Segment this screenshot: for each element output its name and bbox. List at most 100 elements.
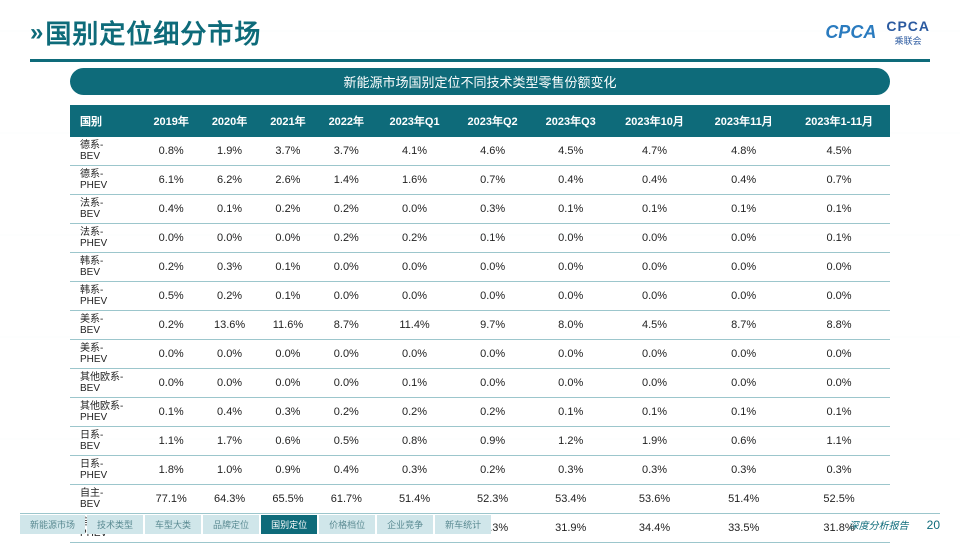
cell-value: 0.0% [454,369,532,398]
cell-value: 1.9% [200,137,258,166]
cell-value: 0.2% [454,398,532,427]
footer-tab[interactable]: 新车统计 [435,515,491,534]
report-label: 深度分析报告 [849,517,909,532]
cell-value: 0.0% [610,369,700,398]
cell-value: 0.1% [454,224,532,253]
cell-value: 4.6% [454,137,532,166]
row-label: 美系-PHEV [70,340,142,369]
footer-tab[interactable]: 企业竞争 [377,515,433,534]
cell-value: 0.0% [142,340,200,369]
logo-secondary-bottom: 乘联会 [886,34,930,47]
cell-value: 0.1% [610,195,700,224]
cell-value: 53.6% [610,485,700,514]
cell-value: 0.0% [376,195,454,224]
cell-value: 0.9% [259,456,317,485]
footer-tab[interactable]: 新能源市场 [20,515,85,534]
footer-tab[interactable]: 国别定位 [261,515,317,534]
cell-value: 0.4% [317,456,375,485]
cell-value: 0.1% [532,398,610,427]
col-header: 2023年11月 [699,105,788,137]
cell-value: 0.1% [259,253,317,282]
row-label: 韩系-PHEV [70,282,142,311]
cell-value: 0.1% [699,195,788,224]
row-label: 其他欧系-PHEV [70,398,142,427]
cell-value: 0.2% [317,398,375,427]
cell-value: 61.7% [317,485,375,514]
cell-value: 0.8% [142,137,200,166]
table-row: 其他欧系-PHEV0.1%0.4%0.3%0.2%0.2%0.2%0.1%0.1… [70,398,890,427]
table-row: 其他欧系-BEV0.0%0.0%0.0%0.0%0.1%0.0%0.0%0.0%… [70,369,890,398]
footer-tab[interactable]: 价格档位 [319,515,375,534]
cell-value: 0.1% [532,195,610,224]
title-wrap: » 国别定位细分市场 [30,14,261,51]
col-header: 2023年10月 [610,105,700,137]
row-label: 日系-PHEV [70,456,142,485]
cell-value: 0.4% [610,166,700,195]
cell-value: 0.1% [376,369,454,398]
chevron-icon: » [30,19,37,47]
cell-value: 0.3% [699,456,788,485]
title-underline [30,59,930,62]
cell-value: 9.7% [454,311,532,340]
cell-value: 53.4% [532,485,610,514]
cell-value: 0.0% [699,340,788,369]
cell-value: 1.6% [376,166,454,195]
cell-value: 1.7% [200,427,258,456]
logo-secondary: CPCA 乘联会 [886,18,930,47]
col-header: 2019年 [142,105,200,137]
cell-value: 0.2% [142,253,200,282]
cell-value: 0.1% [788,195,890,224]
cell-value: 0.2% [376,398,454,427]
col-header: 2021年 [259,105,317,137]
table-row: 德系-PHEV6.1%6.2%2.6%1.4%1.6%0.7%0.4%0.4%0… [70,166,890,195]
cell-value: 0.0% [610,340,700,369]
cell-value: 0.3% [610,456,700,485]
table-row: 日系-BEV1.1%1.7%0.6%0.5%0.8%0.9%1.2%1.9%0.… [70,427,890,456]
cell-value: 0.0% [317,340,375,369]
cell-value: 0.4% [142,195,200,224]
cell-value: 4.5% [788,137,890,166]
table-row: 日系-PHEV1.8%1.0%0.9%0.4%0.3%0.2%0.3%0.3%0… [70,456,890,485]
cell-value: 0.0% [259,224,317,253]
table-row: 法系-PHEV0.0%0.0%0.0%0.2%0.2%0.1%0.0%0.0%0… [70,224,890,253]
cell-value: 0.0% [610,282,700,311]
footer-tabs: 新能源市场技术类型车型大类品牌定位国别定位价格档位企业竞争新车统计 [20,515,491,534]
table-row: 美系-PHEV0.0%0.0%0.0%0.0%0.0%0.0%0.0%0.0%0… [70,340,890,369]
cell-value: 65.5% [259,485,317,514]
cell-value: 52.3% [454,485,532,514]
footer-tab[interactable]: 技术类型 [87,515,143,534]
row-label: 日系-BEV [70,427,142,456]
header: » 国别定位细分市场 CPCA CPCA 乘联会 [0,0,960,59]
cell-value: 0.0% [317,369,375,398]
cell-value: 0.0% [259,340,317,369]
footer-tab[interactable]: 品牌定位 [203,515,259,534]
cell-value: 0.5% [142,282,200,311]
cell-value: 0.0% [532,253,610,282]
cell-value: 0.1% [788,398,890,427]
col-header: 国别 [70,105,142,137]
cell-value: 0.0% [788,253,890,282]
cell-value: 2.6% [259,166,317,195]
cell-value: 0.0% [532,282,610,311]
cell-value: 0.0% [699,253,788,282]
logos: CPCA CPCA 乘联会 [825,18,930,47]
table-row: 法系-BEV0.4%0.1%0.2%0.2%0.0%0.3%0.1%0.1%0.… [70,195,890,224]
cell-value: 4.1% [376,137,454,166]
cell-value: 0.0% [200,369,258,398]
cell-value: 0.3% [532,456,610,485]
cell-value: 0.4% [699,166,788,195]
cell-value: 0.3% [376,456,454,485]
cell-value: 0.4% [532,166,610,195]
col-header: 2023年1-11月 [788,105,890,137]
cell-value: 8.0% [532,311,610,340]
cell-value: 0.0% [610,224,700,253]
cell-value: 0.0% [699,369,788,398]
col-header: 2023年Q2 [454,105,532,137]
cell-value: 0.0% [200,340,258,369]
cell-value: 0.0% [532,369,610,398]
row-label: 自主-BEV [70,485,142,514]
cell-value: 0.6% [259,427,317,456]
row-label: 德系-BEV [70,137,142,166]
cell-value: 3.7% [317,137,375,166]
footer-tab[interactable]: 车型大类 [145,515,201,534]
